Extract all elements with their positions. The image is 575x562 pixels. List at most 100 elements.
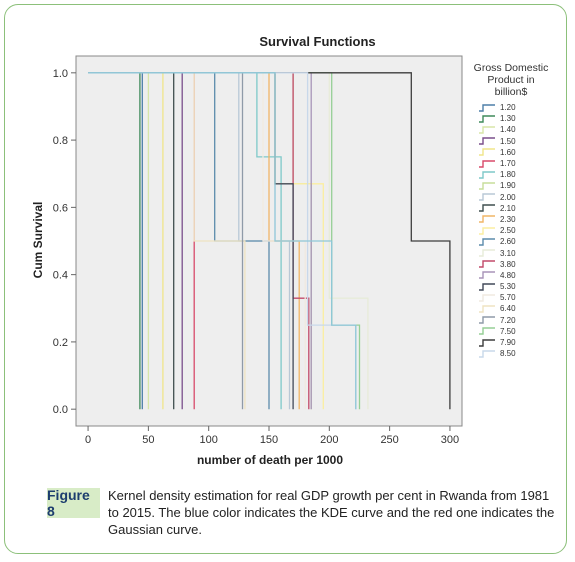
legend-label: 1.20	[500, 103, 516, 113]
legend-swatch-line	[479, 327, 495, 336]
legend-item: 5.70	[478, 292, 560, 303]
legend-swatch	[479, 204, 495, 212]
legend-item: 1.80	[478, 169, 560, 180]
legend-swatch	[479, 126, 495, 134]
chart-title: Survival Functions	[259, 34, 376, 49]
legend-item: 1.20	[478, 102, 560, 113]
legend-item: 1.90	[478, 180, 560, 191]
legend: Gross Domestic Product in billion$ 1.20 1…	[470, 62, 560, 359]
legend-swatch	[479, 260, 495, 268]
legend-item: 8.50	[478, 348, 560, 359]
legend-item: 1.30	[478, 113, 560, 124]
legend-label: 1.70	[500, 159, 516, 169]
legend-swatch	[479, 294, 495, 302]
legend-item: 6.40	[478, 303, 560, 314]
y-axis: 0.0 0.2 0.4 0.6 0.8 1.0	[53, 68, 76, 416]
legend-swatch	[479, 193, 495, 201]
legend-swatch	[479, 171, 495, 179]
y-axis-label: Cum Survival	[31, 202, 45, 279]
legend-swatch	[479, 249, 495, 257]
y-tick-label: 0.8	[53, 135, 68, 147]
x-tick-label: 150	[260, 434, 278, 446]
legend-swatch-line	[479, 215, 495, 224]
legend-swatch-line	[479, 249, 495, 257]
legend-swatch-line	[479, 238, 495, 246]
figure-label: Figure 8	[47, 487, 100, 519]
legend-label: 3.10	[500, 248, 516, 258]
legend-swatch	[479, 215, 495, 224]
legend-item: 2.60	[478, 236, 560, 247]
figure-caption: Kernel density estimation for real GDP g…	[108, 488, 555, 537]
legend-swatch	[479, 226, 495, 235]
legend-label: 2.60	[500, 237, 516, 247]
legend-item: 2.30	[478, 214, 560, 225]
legend-swatch-line	[479, 137, 495, 145]
legend-item: 7.20	[478, 315, 560, 326]
legend-item: 7.90	[478, 337, 560, 348]
legend-swatch-line	[479, 271, 495, 280]
x-tick-label: 300	[441, 434, 459, 446]
legend-swatch-line	[479, 226, 495, 235]
legend-item: 4.80	[478, 270, 560, 281]
legend-list: 1.20 1.30 1.40 1.50 1.60 1.70 1.80 1.90 2.00 2.10…	[470, 102, 560, 359]
legend-swatch-line	[479, 282, 495, 291]
legend-swatch-line	[479, 338, 495, 347]
legend-swatch-line	[479, 182, 495, 190]
legend-label: 6.40	[500, 304, 516, 314]
legend-item: 5.30	[478, 281, 560, 292]
legend-item: 7.50	[478, 326, 560, 337]
legend-item: 1.70	[478, 158, 560, 169]
legend-swatch	[479, 305, 495, 313]
series-line-extra-23	[88, 72, 357, 410]
y-tick-label: 0.2	[53, 337, 68, 349]
legend-swatch	[479, 103, 495, 112]
legend-label: 1.60	[500, 147, 516, 157]
x-tick-label: 0	[85, 434, 91, 446]
legend-label: 4.80	[500, 270, 516, 280]
legend-label: 3.80	[500, 259, 516, 269]
legend-label: 2.10	[500, 203, 516, 213]
legend-swatch	[479, 327, 495, 336]
y-tick-label: 0.4	[53, 270, 68, 282]
legend-swatch-line	[479, 171, 495, 179]
legend-title: Gross Domestic Product in billion$	[473, 62, 549, 98]
legend-swatch	[479, 137, 495, 145]
x-tick-label: 250	[380, 434, 398, 446]
legend-swatch-line	[479, 305, 495, 313]
x-axis: 0 50 100 150 200 250 300	[85, 426, 459, 446]
legend-label: 2.30	[500, 214, 516, 224]
legend-swatch-line	[479, 148, 495, 157]
y-tick-label: 1.0	[53, 68, 68, 80]
legend-label: 1.30	[500, 114, 516, 124]
legend-label: 2.50	[500, 226, 516, 236]
series-layer	[88, 72, 451, 410]
legend-label: 7.50	[500, 326, 516, 336]
legend-item: 3.80	[478, 259, 560, 270]
legend-swatch	[479, 148, 495, 157]
y-tick-label: 0.0	[53, 404, 68, 416]
legend-label: 1.40	[500, 125, 516, 135]
x-tick-label: 100	[200, 434, 218, 446]
legend-swatch	[479, 271, 495, 280]
legend-swatch	[479, 338, 495, 347]
legend-swatch-line	[479, 316, 495, 324]
legend-swatch	[479, 238, 495, 246]
legend-item: 1.40	[478, 124, 560, 135]
legend-label: 1.80	[500, 170, 516, 180]
legend-label: 5.70	[500, 293, 516, 303]
legend-swatch	[479, 316, 495, 324]
y-tick-label: 0.6	[53, 202, 68, 214]
legend-swatch-line	[479, 115, 495, 123]
legend-label: 7.20	[500, 315, 516, 325]
legend-item: 1.60	[478, 147, 560, 158]
legend-label: 8.50	[500, 349, 516, 359]
x-axis-label: number of death per 1000	[197, 453, 343, 467]
legend-swatch-line	[479, 350, 495, 358]
legend-swatch	[479, 115, 495, 123]
legend-item: 1.50	[478, 136, 560, 147]
legend-swatch	[479, 350, 495, 358]
legend-swatch-line	[479, 103, 495, 112]
legend-label: 1.90	[500, 181, 516, 191]
x-tick-label: 200	[320, 434, 338, 446]
legend-item: 3.10	[478, 247, 560, 258]
